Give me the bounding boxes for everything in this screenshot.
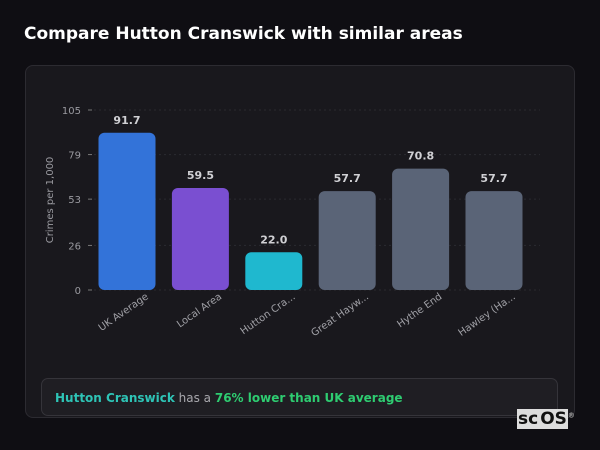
data-label: 22.0 — [260, 233, 287, 246]
x-tick-label: Hutton Cra... — [239, 291, 298, 337]
summary-place: Hutton Cranswick — [55, 391, 175, 405]
x-tick-label: Hawley (Ha... — [457, 291, 518, 338]
summary-stat: 76% lower than UK average — [214, 391, 403, 405]
data-label: 59.5 — [187, 169, 214, 182]
x-tick-label: Great Hayw... — [309, 291, 371, 339]
data-label: 91.7 — [113, 114, 140, 127]
logo-boxed: OS — [539, 409, 568, 429]
bar[interactable] — [392, 168, 450, 290]
y-tick-label: 26 — [68, 241, 81, 252]
y-tick-label: 105 — [62, 106, 81, 117]
summary-text: has a — [174, 391, 215, 405]
data-label: 57.7 — [334, 172, 361, 185]
data-label: 57.7 — [480, 172, 507, 185]
summary-box: Hutton Cranswick has a 76% lower than UK… — [41, 378, 558, 416]
page-title: Compare Hutton Cranswick with similar ar… — [24, 24, 463, 44]
bar[interactable] — [465, 191, 523, 290]
y-tick-label: 0 — [75, 286, 81, 297]
y-axis-label: Crimes per 1,000 — [45, 157, 56, 244]
y-tick-label: 53 — [68, 195, 81, 206]
y-tick-label: 79 — [68, 151, 81, 162]
x-tick-label: Local Area — [175, 291, 224, 330]
bar[interactable] — [318, 191, 376, 290]
bar[interactable] — [98, 132, 156, 290]
scos-logo: sc OS® — [517, 409, 575, 429]
logo-mark: ® — [567, 411, 575, 420]
x-tick-label: Hythe End — [395, 291, 444, 330]
logo-text: sc — [517, 409, 540, 429]
bar[interactable] — [171, 188, 229, 290]
data-label: 70.8 — [407, 150, 434, 163]
bar[interactable] — [245, 252, 303, 290]
x-tick-label: UK Average — [97, 291, 151, 333]
